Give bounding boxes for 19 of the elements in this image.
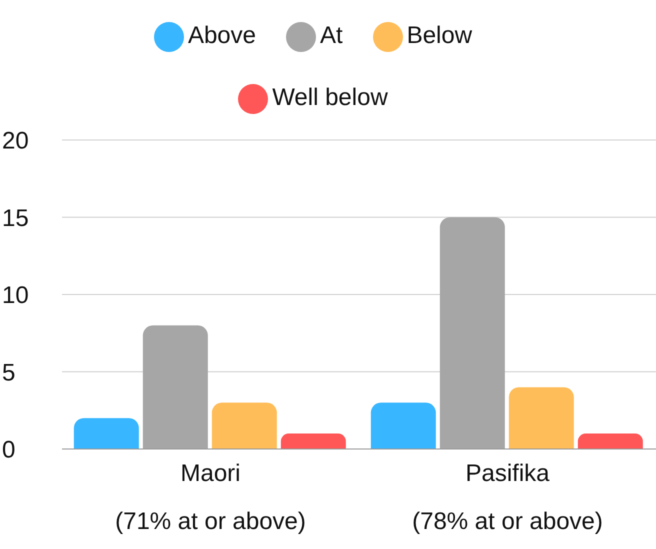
legend-label: Well below: [272, 84, 388, 111]
y-tick-label: 0: [2, 436, 16, 464]
y-tick-label: 20: [2, 128, 29, 155]
bar: [142, 325, 208, 449]
x-tick-label: Maori (71% at or above): [115, 460, 306, 535]
bar: [440, 217, 505, 449]
x-tick-label: Pasifika (78% at or above): [412, 460, 603, 535]
bar: [508, 387, 574, 449]
bar: [280, 434, 346, 449]
legend-label: Below: [406, 22, 472, 49]
bar: [212, 402, 277, 449]
y-tick-label: 15: [2, 204, 29, 232]
legend-label: At: [320, 22, 343, 49]
y-tick-label: 10: [2, 282, 29, 310]
bar: [370, 402, 436, 449]
bar: [578, 434, 643, 449]
bar: [74, 418, 139, 449]
y-tick-label: 5: [2, 359, 16, 386]
legend-label: Above: [188, 22, 256, 49]
